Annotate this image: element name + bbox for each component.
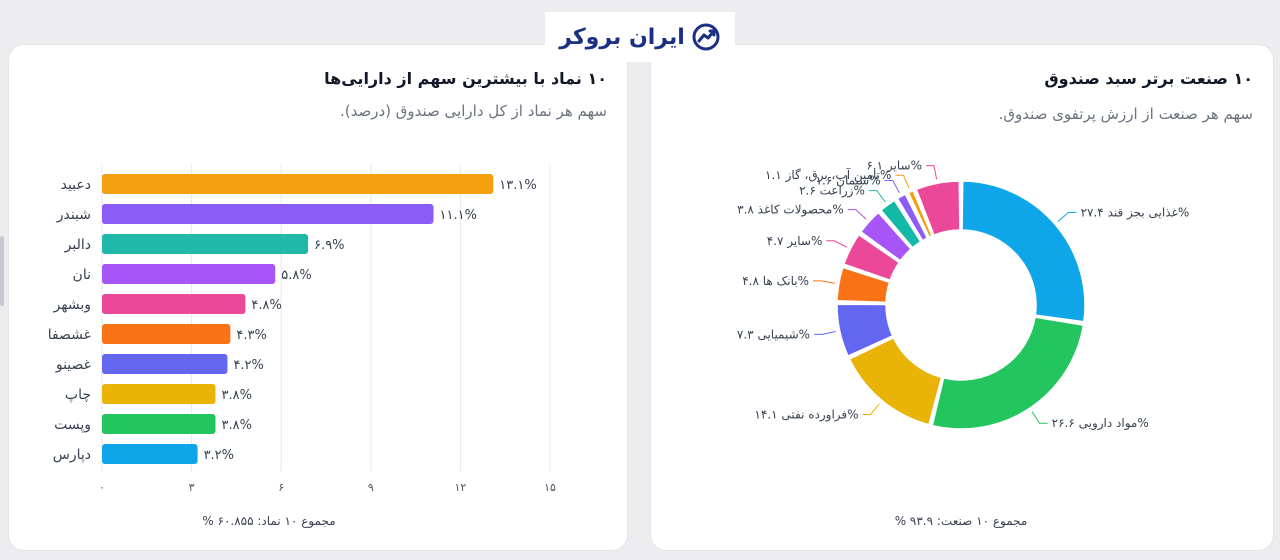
category-label: دعبید (61, 177, 91, 193)
x-tick-label: ۰ (99, 481, 105, 494)
category-label: غشصفا (48, 327, 91, 343)
donut-slice[interactable] (896, 193, 929, 242)
category-label: دپارس (53, 447, 91, 463)
top-symbols-total: مجموع ۱۰ نماد: ۶۰.۸۵۵ % (202, 514, 336, 528)
bar-value-label: ۳.۸% (221, 388, 251, 403)
donut-slice[interactable] (961, 180, 1086, 323)
bar[interactable] (102, 294, 246, 314)
donut-slice[interactable] (915, 180, 961, 236)
brand-name: ایران بروکر (559, 24, 685, 50)
bar[interactable] (102, 354, 228, 374)
x-tick-label: ۱۲ (454, 481, 466, 494)
slice-label: غذایی بجز قند ۲۷.۴% (1081, 205, 1190, 220)
donut-slice[interactable] (880, 199, 922, 249)
slice-leader-line (1057, 211, 1077, 222)
top-symbols-subtitle: سهم هر نماد از کل دارایی صندوق (درصد). (340, 102, 607, 120)
donut-slice[interactable] (907, 189, 933, 238)
category-label: نان (73, 267, 91, 283)
bar-value-label: ۳.۲% (204, 448, 234, 463)
slice-leader-line (826, 240, 848, 248)
bar-value-label: ۴.۳% (236, 328, 266, 343)
category-label: شبندر (56, 207, 91, 223)
donut-slice[interactable] (843, 233, 900, 282)
x-tick-label: ۶ (278, 481, 284, 494)
top-industries-donut-chart: غذایی بجز قند ۲۷.۴% مواد دارویی ۲۶.۶% فراو… (737, 159, 1190, 432)
bar[interactable] (102, 444, 198, 464)
slice-label: سایر ۶.۱% (866, 159, 922, 174)
bar[interactable] (102, 264, 276, 284)
bar[interactable] (102, 234, 309, 254)
slice-leader-line (1031, 411, 1048, 424)
slice-leader-line (868, 190, 886, 203)
category-label: وبشهر (53, 297, 91, 313)
bar[interactable] (102, 204, 434, 224)
slice-leader-line (862, 403, 880, 415)
slice-label: محصولات کاغذ ۳.۸% (737, 203, 844, 218)
top-symbols-bar-chart: ۰ ۳ ۶ ۹ ۱۲ ۱۵ دعبید ۱۳.۱% شبندر ۱۱.۱% دالبر ۶.۹% نان… (48, 165, 556, 494)
category-label: چاپ (65, 387, 91, 403)
top-industries-total: مجموع ۱۰ صنعت: ۹۳.۹ % (894, 514, 1028, 528)
bar-value-label: ۵.۸% (281, 268, 311, 283)
category-label: دالبر (64, 237, 91, 253)
slice-leader-line (847, 209, 867, 220)
slice-label: زراعت ۲.۶% (799, 184, 865, 199)
slice-label: مواد دارویی ۲۶.۶% (1052, 416, 1149, 431)
bar[interactable] (102, 384, 216, 404)
slice-label: تامین آب، برق، گاز ۱.۱% (765, 167, 891, 183)
top-industries-subtitle: سهم هر صنعت از ارزش پرتفوی صندوق. (998, 105, 1253, 123)
category-label: غصینو (55, 357, 91, 373)
scroll-handle[interactable] (0, 236, 4, 306)
donut-slice[interactable] (836, 303, 894, 357)
bar-value-label: ۱۱.۱% (440, 208, 477, 223)
chart-trend-icon (692, 23, 720, 51)
donut-slice[interactable] (931, 316, 1085, 430)
slice-leader-line (925, 165, 938, 180)
x-tick-label: ۳ (189, 481, 195, 494)
top-industries-card: ۱۰ صنعت برتر سبد صندوق سهم هر صنعت از ار… (650, 44, 1274, 551)
donut-slice[interactable] (836, 266, 891, 304)
slice-leader-line (814, 331, 836, 335)
top-industries-title: ۱۰ صنعت برتر سبد صندوق (1044, 69, 1253, 88)
donut-slice[interactable] (848, 336, 943, 426)
slice-label: فراورده نفتی ۱۴.۱% (754, 407, 858, 422)
slice-label: بانک ها ۴.۸% (742, 274, 809, 288)
donut-slice[interactable] (860, 211, 912, 262)
bar-value-label: ۴.۲% (233, 358, 263, 373)
bar[interactable] (102, 324, 231, 344)
bar-value-label: ۱۳.۱% (499, 178, 536, 193)
bar-value-label: ۴.۸% (251, 298, 281, 313)
slice-label: سایر ۴.۷% (767, 234, 823, 249)
slice-label: شیمیایی ۷.۳% (737, 327, 810, 341)
x-tick-label: ۱۵ (544, 481, 556, 494)
bar-value-label: ۶.۹% (314, 238, 344, 253)
slice-label: سیمان ۱.۶% (816, 174, 881, 188)
brand-logo: ایران بروکر (545, 12, 735, 62)
bar[interactable] (102, 414, 216, 434)
top-symbols-card: ۱۰ نماد با بیشترین سهم از دارایی‌ها سهم … (8, 44, 628, 551)
top-symbols-title: ۱۰ نماد با بیشترین سهم از دارایی‌ها (324, 69, 607, 88)
slice-leader-line (895, 174, 910, 189)
x-tick-label: ۹ (368, 481, 374, 494)
bar-value-label: ۳.۸% (221, 418, 251, 433)
bar[interactable] (102, 174, 494, 194)
slice-leader-line (884, 180, 900, 194)
slice-leader-line (813, 280, 835, 284)
category-label: وپست (54, 417, 91, 433)
